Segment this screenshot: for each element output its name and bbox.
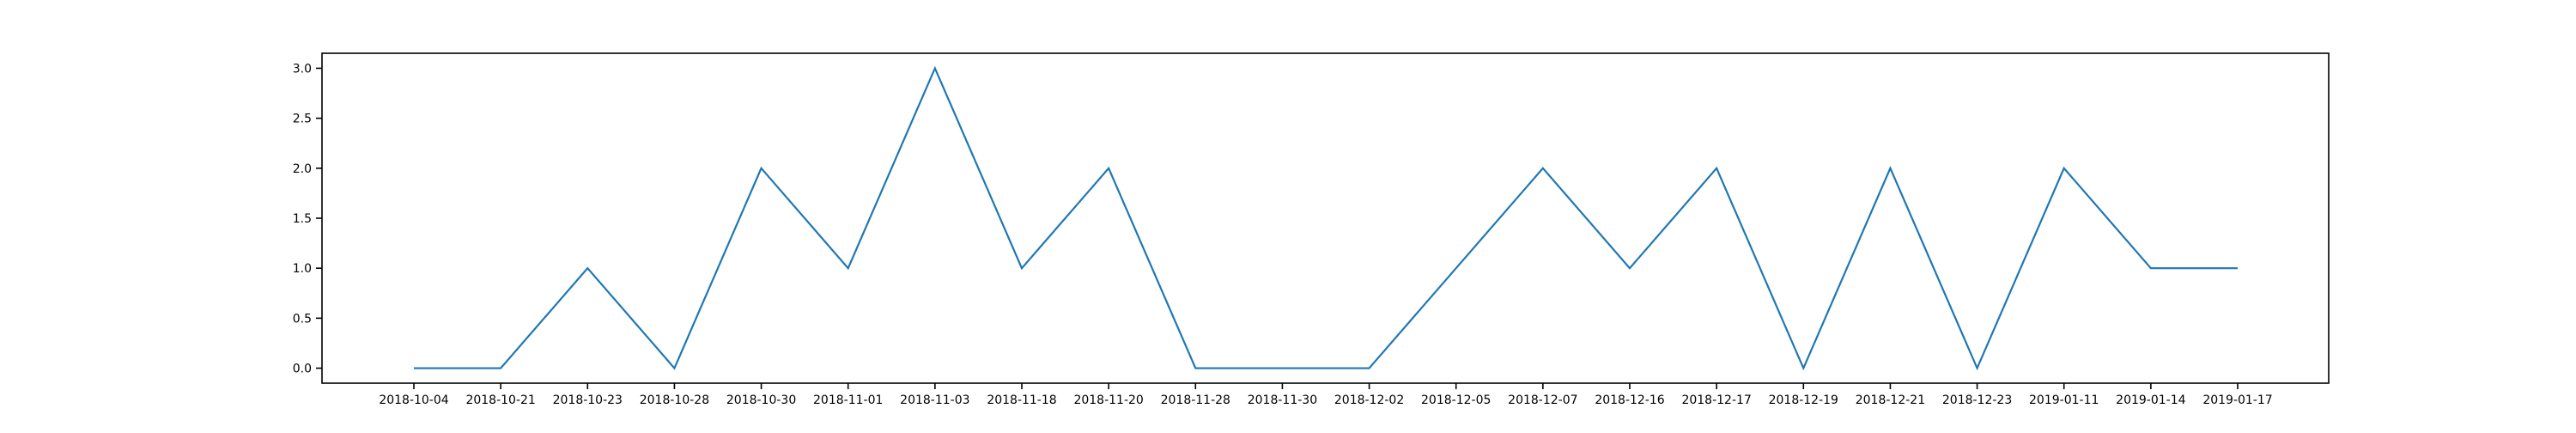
- x-tick-label: 2018-11-03: [900, 393, 969, 407]
- y-tick-label: 0.0: [293, 363, 312, 376]
- x-tick-label: 2018-11-20: [1073, 393, 1143, 407]
- x-tick-label: 2018-12-21: [1856, 393, 1925, 407]
- x-tick-label: 2018-12-23: [1942, 393, 2012, 407]
- x-tick-label: 2018-12-05: [1421, 393, 1491, 407]
- y-tick-label: 1.5: [293, 212, 312, 226]
- y-tick-label: 3.0: [293, 62, 312, 76]
- x-tick-label: 2018-12-19: [1769, 393, 1838, 407]
- y-tick-label: 2.0: [293, 162, 312, 176]
- x-tick-label: 2018-11-28: [1161, 393, 1230, 407]
- y-axis: 0.0 0.5 1.0 1.5 2.0 2.5 3.0: [293, 62, 322, 375]
- x-tick-label: 2018-11-01: [813, 393, 883, 407]
- x-tick-label: 2018-10-04: [379, 393, 448, 407]
- x-tick-label: 2019-01-17: [2202, 393, 2272, 407]
- x-tick-label: 2018-10-28: [640, 393, 709, 407]
- plot-area: [322, 53, 2329, 383]
- y-tick-label: 1.0: [293, 262, 312, 276]
- plot-background: [322, 53, 2329, 383]
- x-tick-label: 2018-12-07: [1508, 393, 1577, 407]
- x-tick-label: 2018-12-17: [1681, 393, 1751, 407]
- y-tick-label: 0.5: [293, 312, 312, 326]
- x-tick-label: 2018-10-21: [465, 393, 535, 407]
- x-tick-label: 2019-01-11: [2029, 393, 2099, 407]
- y-tick-label: 2.5: [293, 113, 312, 126]
- x-tick-label: 2018-12-16: [1595, 393, 1664, 407]
- x-tick-label: 2018-11-30: [1248, 393, 1317, 407]
- x-tick-label: 2018-11-18: [987, 393, 1056, 407]
- x-tick-label: 2018-10-23: [553, 393, 623, 407]
- x-tick-label: 2018-10-30: [726, 393, 796, 407]
- x-tick-label: 2018-12-02: [1334, 393, 1404, 407]
- x-axis: 2018-10-04 2018-10-21 2018-10-23 2018-10-28…: [379, 383, 2272, 407]
- x-tick-label: 2019-01-14: [2116, 393, 2185, 407]
